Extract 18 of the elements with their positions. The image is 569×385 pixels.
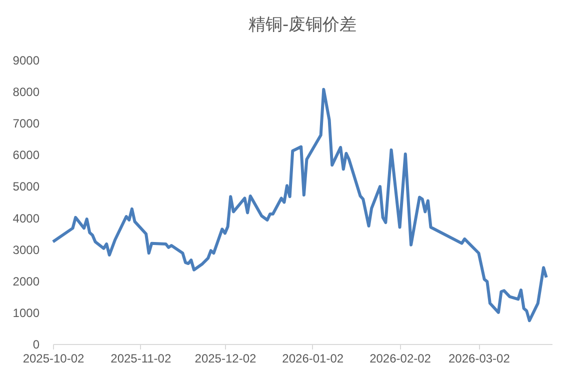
- x-tick-label: 2026-02-02: [370, 352, 432, 366]
- x-tick-label: 2025-10-02: [22, 352, 85, 366]
- y-tick-label: 1000: [12, 306, 40, 320]
- x-tick-label: 2026-01-02: [282, 352, 344, 366]
- y-tick-label: 8000: [12, 85, 40, 100]
- y-tick-label: 7000: [12, 116, 40, 131]
- y-tick-label: 9000: [12, 54, 40, 68]
- y-tick-label: 0: [32, 338, 40, 352]
- line-series: [52, 88, 548, 322]
- chart-title: 精铜-废铜价差: [248, 15, 357, 35]
- x-tick-label: 2025-12-02: [194, 352, 256, 366]
- y-tick-label: 6000: [12, 148, 40, 162]
- y-tick-label: 3000: [12, 242, 40, 257]
- y-tick-label: 5000: [12, 180, 40, 194]
- x-tick-label: 2025-11-02: [110, 352, 172, 366]
- y-tick-label: 2000: [12, 274, 40, 288]
- x-tick-label: 2026-03-02: [448, 352, 510, 366]
- y-tick-label: 4000: [12, 211, 40, 226]
